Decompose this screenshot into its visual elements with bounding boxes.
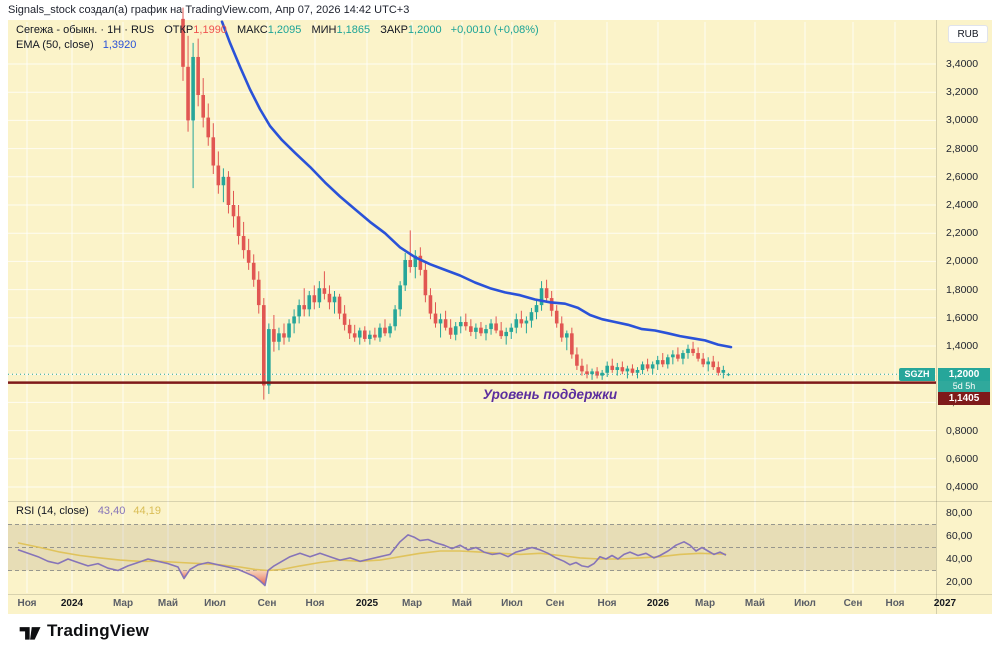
rsi-ma-value: 44,19 xyxy=(133,505,161,517)
footer-bar: TradingView xyxy=(0,614,1000,652)
price-axis-label: 2,0000 xyxy=(946,255,979,268)
last-price-badge: 1,2000 xyxy=(938,367,990,381)
time-axis-label: 2027 xyxy=(933,598,957,609)
time-axis-label: Мар xyxy=(401,598,423,609)
price-axis-label: 3,0000 xyxy=(946,114,979,127)
time-axis-label: 2024 xyxy=(60,598,84,609)
axis-separator-vertical xyxy=(936,20,937,614)
open-value: 1,1990 xyxy=(193,24,227,36)
time-axis-label: 2025 xyxy=(355,598,379,609)
symbol-title[interactable]: Сегежа - обыкн. · 1H · RUS xyxy=(16,24,155,36)
time-axis-label: Июл xyxy=(794,598,816,609)
support-price-badge: 1,1405 xyxy=(938,391,990,405)
time-axis-label: Май xyxy=(157,598,179,609)
time-axis-label: Сен xyxy=(545,598,565,609)
rsi-axis-label: 20,00 xyxy=(946,576,973,588)
price-axis-label: 2,8000 xyxy=(946,142,979,155)
chart-background[interactable] xyxy=(8,20,992,614)
price-axis-label: 0,4000 xyxy=(946,481,979,493)
price-axis-label: 3,2000 xyxy=(946,86,979,99)
price-axis-label: 1,6000 xyxy=(946,311,979,324)
time-axis-label: Июл xyxy=(204,598,226,609)
high-value: 1,2095 xyxy=(267,24,302,36)
time-axis-label: Ноя xyxy=(885,598,905,609)
rsi-axis-label: 60,00 xyxy=(946,530,973,542)
currency-button[interactable]: RUB xyxy=(948,25,988,43)
tradingview-brand-text[interactable]: TradingView xyxy=(47,621,150,640)
close-label: ЗАКР xyxy=(380,24,408,36)
time-axis-label: Ноя xyxy=(17,598,37,609)
time-axis-label: Ноя xyxy=(305,598,325,609)
tradingview-logo-icon[interactable] xyxy=(18,623,43,643)
time-axis-label: Сен xyxy=(257,598,277,609)
time-axis-label: Мар xyxy=(694,598,716,609)
low-value: 1,1865 xyxy=(336,24,371,36)
time-axis-label: Ноя xyxy=(597,598,617,609)
price-axis[interactable]: RUB 3,4000 3,2000 3,0000 2,8000 2,6000 2,4000… xyxy=(937,20,992,614)
rsi-axis-label: 80,00 xyxy=(946,507,973,519)
open-label: ОТКР xyxy=(164,24,194,36)
time-axis[interactable]: Ноя 2024 Мар Май Июл Сен Ноя 2025 Мар Май Июл Сен Но… xyxy=(8,595,992,614)
legend-row-main: Сегежа - обыкн. · 1H · RUS ОТКР1,1990 МА… xyxy=(16,23,539,38)
support-level-annotation[interactable]: Уровень поддержки xyxy=(482,387,618,402)
price-axis-label: 0,6000 xyxy=(946,452,979,465)
attribution-text: Signals_stock создал(а) график на Tradin… xyxy=(8,4,410,16)
time-axis-label: Май xyxy=(451,598,473,609)
price-axis-label: 2,6000 xyxy=(946,170,979,183)
rsi-axis-label: 40,00 xyxy=(946,553,973,565)
change-value: +0,0010 (+0,08%) xyxy=(450,24,539,36)
price-axis-label: 2,2000 xyxy=(946,227,979,240)
ema-value: 1,3920 xyxy=(102,39,137,51)
price-axis-label: 0,8000 xyxy=(946,424,979,437)
time-axis-label: Май xyxy=(744,598,766,609)
time-axis-label: Сен xyxy=(843,598,863,609)
time-axis-label: Июл xyxy=(501,598,523,609)
symbol-price-tag: SGZH xyxy=(899,367,935,381)
price-axis-label: 3,4000 xyxy=(946,58,979,70)
high-label: МАКС xyxy=(237,24,268,36)
legend-row-ema: EMA (50, close) 1,3920 xyxy=(16,38,539,53)
pane-separator[interactable] xyxy=(8,501,992,502)
close-value: 1,2000 xyxy=(407,24,442,36)
time-axis-label: 2026 xyxy=(646,598,670,609)
rsi-label[interactable]: RSI (14, close) xyxy=(16,505,89,517)
low-label: МИН xyxy=(311,24,337,36)
attribution-bar: Signals_stock создал(а) график на Tradin… xyxy=(0,0,1000,19)
ema-label[interactable]: EMA (50, close) xyxy=(16,39,94,51)
price-axis-label: 1,4000 xyxy=(946,340,979,352)
price-axis-label: 1,8000 xyxy=(946,283,979,296)
rsi-value: 43,40 xyxy=(97,505,126,517)
price-axis-label: 2,4000 xyxy=(946,199,979,211)
time-axis-label: Мар xyxy=(112,598,134,609)
timeaxis-separator xyxy=(8,594,992,595)
rsi-legend: RSI (14, close) 43,40 44,19 xyxy=(16,505,161,517)
bar-countdown-badge: 5d 5h xyxy=(938,380,990,392)
symbol-legend: Сегежа - обыкн. · 1H · RUS ОТКР1,1990 МА… xyxy=(16,23,539,53)
